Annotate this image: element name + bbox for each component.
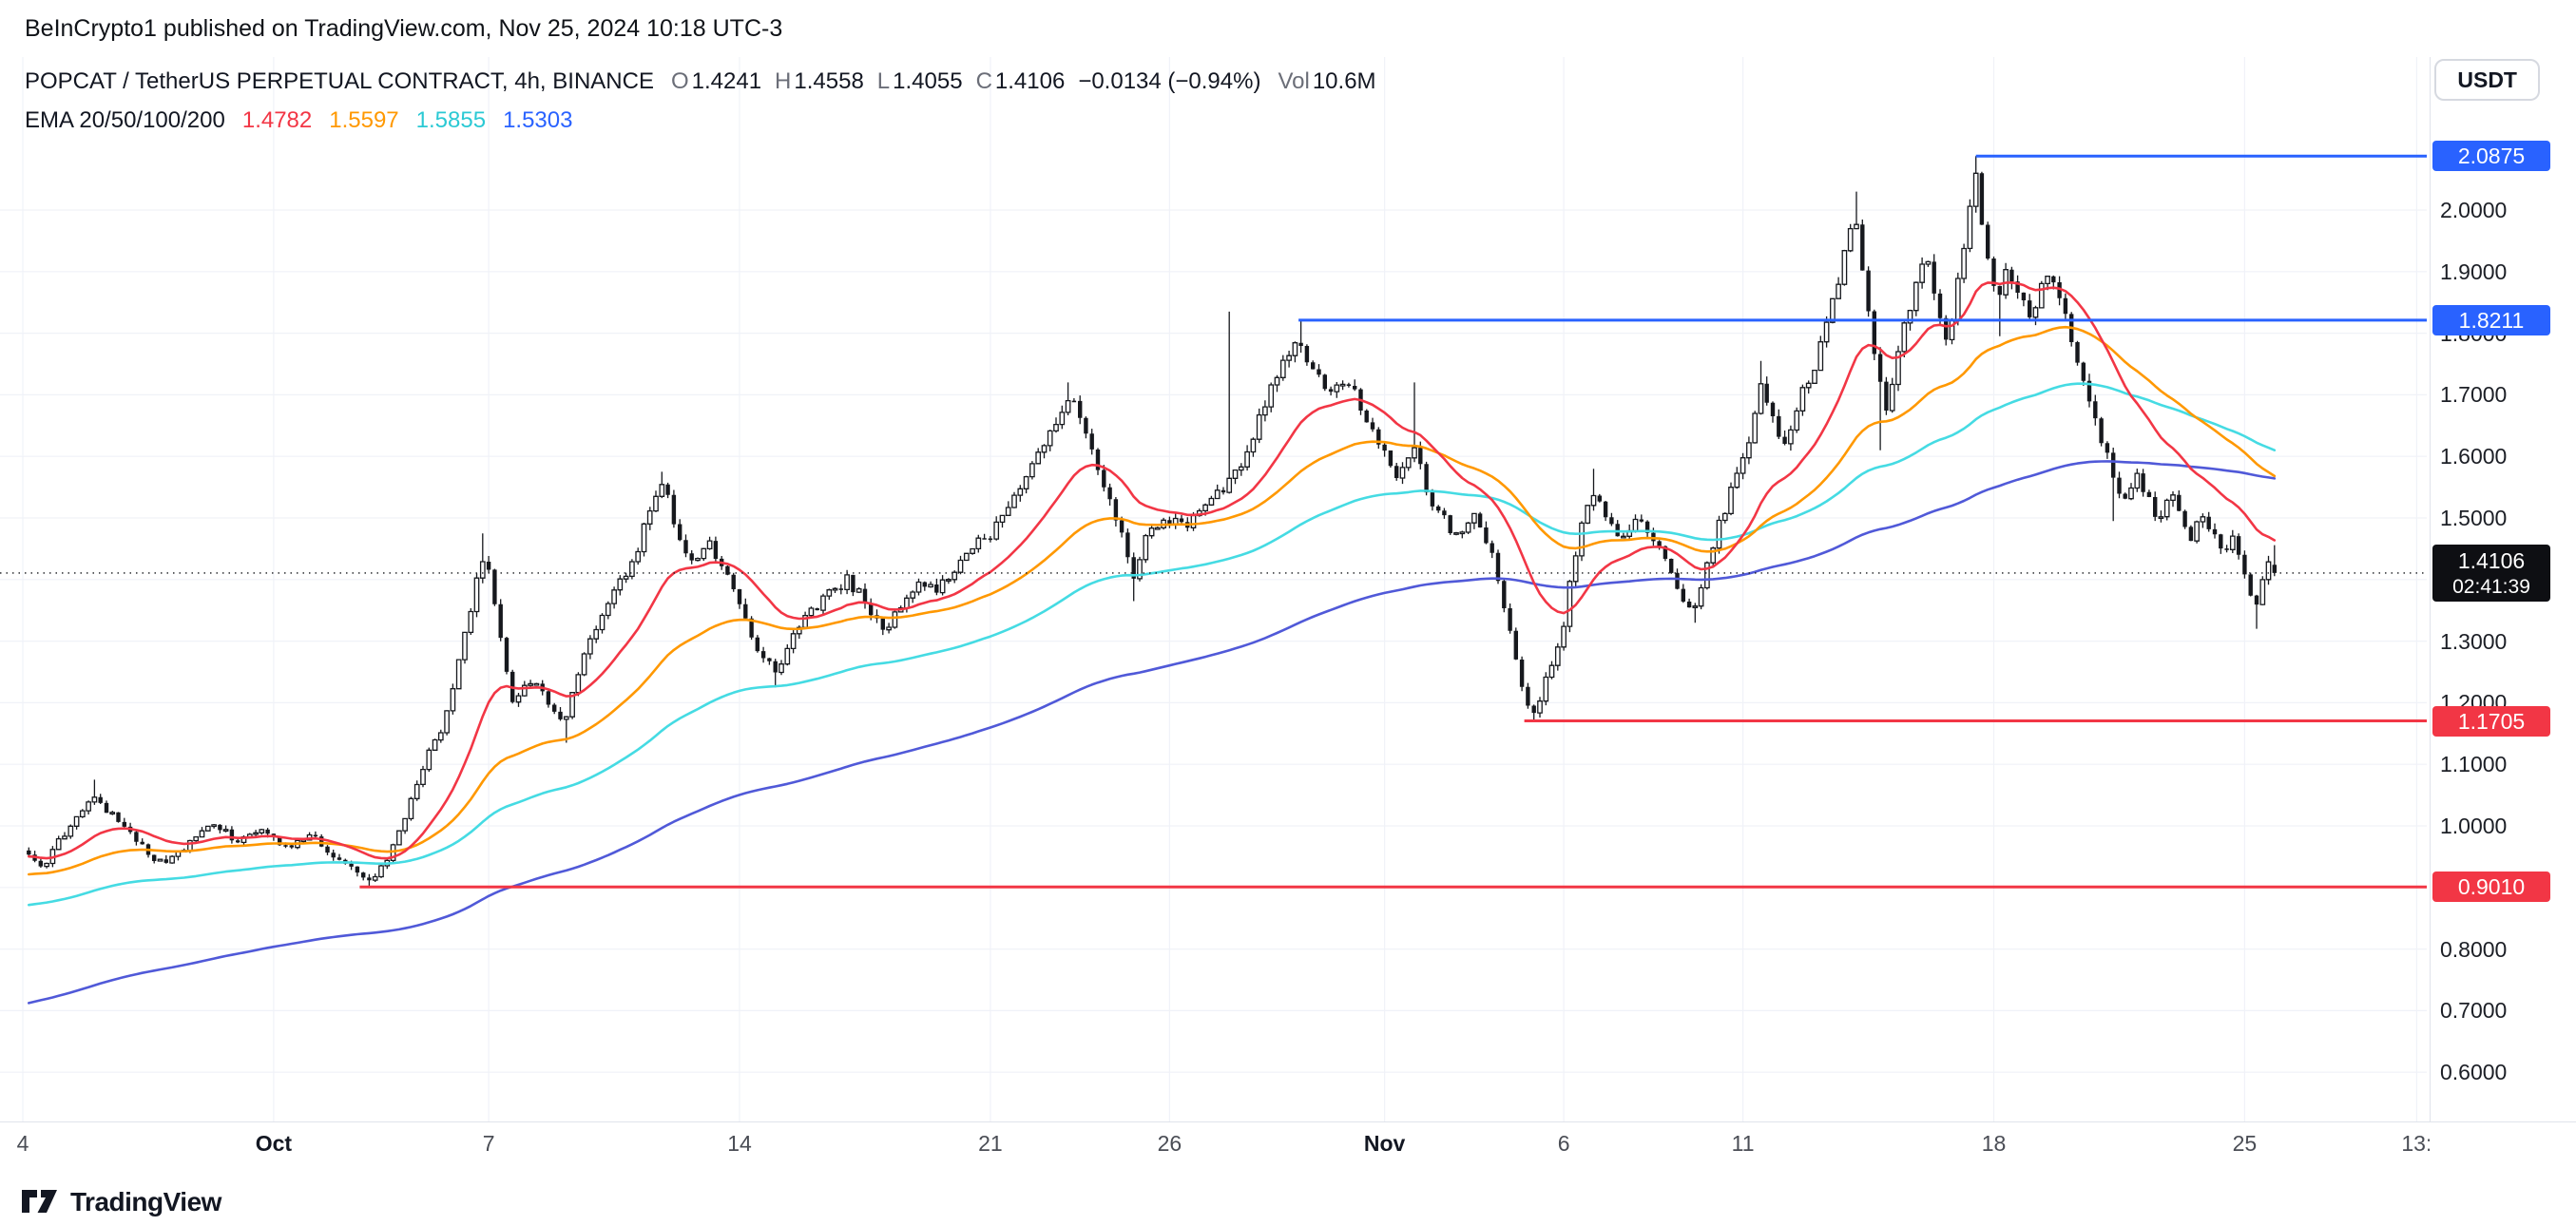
price-axis-label: 0.6000: [2440, 1060, 2508, 1085]
price-axis-label: 1.7000: [2440, 382, 2508, 408]
level-price-badge: 2.0875: [2432, 141, 2550, 172]
ema-200-line: [27, 460, 2277, 1005]
volume-value: 10.6M: [1312, 68, 1376, 94]
ema-legend-label[interactable]: EMA 20/50/100/200: [25, 107, 225, 133]
symbol-row: POPCAT / TetherUS PERPETUAL CONTRACT, 4h…: [25, 68, 1376, 95]
price-axis-label: 1.5000: [2440, 506, 2508, 530]
candle-wicks: [28, 156, 2276, 888]
price-axis-separator: [2430, 57, 2431, 1121]
ema-legend-row: EMA 20/50/100/200 1.4782 1.5597 1.5855 1…: [25, 107, 1373, 134]
price-axis[interactable]: 2.00001.90001.80001.70001.60001.50001.30…: [2431, 57, 2576, 1121]
volume-label: Vol: [1278, 68, 1310, 94]
price-chart-canvas[interactable]: [0, 57, 2430, 1121]
price-axis-label: 1.3000: [2440, 628, 2508, 654]
ohlc-open: O 1.4241: [671, 68, 761, 95]
time-axis-label: 6: [1557, 1131, 1570, 1156]
price-axis-label: 2.0000: [2440, 198, 2508, 222]
price-axis-label: 1.9000: [2440, 259, 2508, 284]
symbol-title[interactable]: POPCAT / TetherUS PERPETUAL CONTRACT, 4h…: [25, 68, 654, 94]
price-axis-label: 1.6000: [2440, 444, 2508, 469]
close-label: C: [975, 68, 992, 94]
attribution-bar: BeInCrypto1 published on TradingView.com…: [0, 0, 2576, 57]
low-value: 1.4055: [893, 68, 963, 94]
time-axis-label: 14: [727, 1131, 752, 1156]
current-price-value: 1.4106: [2457, 547, 2526, 573]
time-axis-label: 4: [16, 1131, 29, 1156]
currency-unit-button[interactable]: USDT: [2434, 59, 2540, 101]
chart-area[interactable]: POPCAT / TetherUS PERPETUAL CONTRACT, 4h…: [0, 57, 2576, 1178]
low-label: L: [876, 68, 891, 94]
change-value: −0.0134 (−0.94%): [1078, 68, 1261, 94]
time-axis-label: 26: [1157, 1131, 1182, 1156]
level-price-badge: 1.1705: [2432, 705, 2550, 737]
ema50-value: 1.5597: [329, 107, 399, 133]
open-value: 1.4241: [691, 68, 762, 94]
close-value: 1.4106: [994, 68, 1066, 94]
volume: Vol 10.6M: [1278, 68, 1375, 95]
time-axis[interactable]: 4 Oct 7 14 21 26 Nov 6 11 18 25 13:: [0, 1123, 2430, 1165]
price-axis-label: 0.7000: [2440, 998, 2508, 1024]
bar-countdown-timer: 02:41:39: [2452, 575, 2530, 598]
up-candles: [44, 172, 2272, 881]
time-axis-label: 13:: [2401, 1131, 2430, 1156]
footer-bar: TradingView: [0, 1178, 2576, 1226]
time-axis-label: 21: [978, 1131, 1003, 1156]
price-axis-label: 1.0000: [2440, 814, 2508, 838]
ema20-value: 1.4782: [241, 107, 313, 133]
time-axis-label: 18: [1981, 1131, 2007, 1156]
tradingview-brand[interactable]: TradingView: [70, 1187, 221, 1216]
time-axis-label: Oct: [255, 1131, 293, 1156]
ohlc-close: C 1.4106: [976, 68, 1066, 95]
level-price-badge: 0.9010: [2432, 872, 2550, 903]
ema200-value: 1.5303: [503, 107, 573, 133]
grid-horizontal-lines: [0, 209, 2427, 1073]
high-label: H: [775, 68, 792, 94]
high-value: 1.4558: [794, 68, 864, 94]
price-axis-label: 1.1000: [2440, 752, 2508, 777]
ema100-value: 1.5855: [415, 107, 487, 133]
ema-20-line: [27, 281, 2277, 860]
ohlc-high: H 1.4558: [775, 68, 864, 95]
time-axis-label: 7: [482, 1131, 495, 1156]
grid-vertical-lines: [22, 57, 2417, 1121]
ohlc-low: L 1.4055: [877, 68, 963, 95]
time-axis-label: 11: [1731, 1131, 1755, 1156]
level-price-badge: 1.8211: [2432, 304, 2550, 335]
ema-50-line: [27, 325, 2277, 876]
open-label: O: [670, 68, 689, 94]
ema-100-line: [27, 382, 2277, 907]
tradingview-logo-icon[interactable]: [21, 1187, 59, 1217]
chart-legend: POPCAT / TetherUS PERPETUAL CONTRACT, 4h…: [25, 68, 1376, 134]
time-axis-label: Nov: [1363, 1131, 1406, 1156]
time-axis-separator: [0, 1121, 2576, 1122]
current-price-badge: 1.4106 02:41:39: [2432, 544, 2550, 602]
time-axis-label: 25: [2232, 1131, 2258, 1156]
price-axis-label: 0.8000: [2440, 936, 2508, 962]
attribution-text: BeInCrypto1 published on TradingView.com…: [25, 14, 783, 42]
